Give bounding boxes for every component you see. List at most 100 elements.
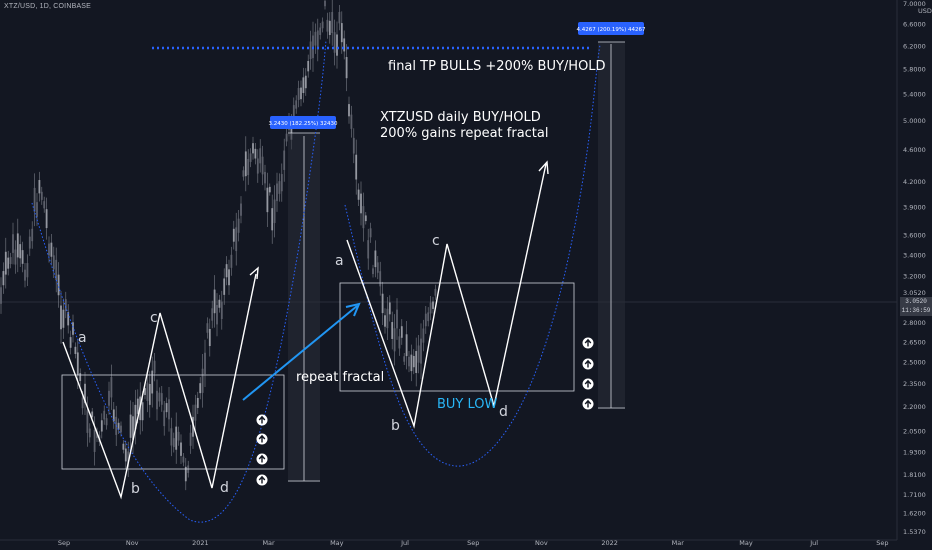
candle-body <box>48 243 50 256</box>
candle-body <box>237 218 240 233</box>
candle-body <box>408 356 410 367</box>
up-arrow-icon <box>584 379 592 388</box>
last-price-tag: 3.0520 11:36:59 <box>900 297 932 316</box>
price-tick-label: 4.6000 <box>903 146 926 154</box>
candle-body <box>72 322 74 335</box>
candle-body <box>216 304 218 325</box>
price-tick-label: 1.9300 <box>903 449 926 457</box>
candle-body <box>261 156 264 175</box>
candle-body <box>247 158 250 176</box>
candle-body <box>122 443 125 450</box>
candle-body <box>403 356 406 362</box>
main-annotation-line2: 200% gains repeat fractal <box>380 126 549 141</box>
candle-body <box>163 410 166 427</box>
symbol-title: XTZ/USD, 1D, COINBASE <box>4 3 92 10</box>
wave-label-b-right: b <box>391 418 400 434</box>
candle-body <box>276 183 278 202</box>
candle-body <box>189 432 192 446</box>
candle-body <box>400 326 403 338</box>
candle-body <box>117 422 120 430</box>
candle-body <box>19 244 22 259</box>
candle-body <box>321 21 324 29</box>
candle-body <box>336 34 338 56</box>
candle-body <box>180 442 182 456</box>
price-tick-label: 5.4000 <box>903 90 926 98</box>
candle-body <box>427 312 430 322</box>
candle-body <box>386 308 389 329</box>
candle-body <box>309 41 312 60</box>
candle-body <box>343 38 346 52</box>
candle-body <box>225 264 228 278</box>
candle-body <box>292 105 295 118</box>
candle-body <box>132 416 134 440</box>
candle-body <box>67 312 70 326</box>
candle-body <box>7 257 10 269</box>
candle-body <box>103 410 106 420</box>
candle-body <box>57 274 60 296</box>
candle-body <box>43 201 46 209</box>
candle-body <box>396 309 398 329</box>
candle-body <box>4 251 7 275</box>
candle-body <box>88 428 91 438</box>
candle-body <box>12 234 14 253</box>
price-tick-label: 1.6200 <box>903 510 926 518</box>
candle-body <box>278 181 281 194</box>
candle-body <box>45 209 48 229</box>
wave-label-d-right: d <box>499 404 508 420</box>
currency-label: USD <box>918 7 932 15</box>
candle-body <box>266 187 269 213</box>
candle-body <box>345 57 348 79</box>
measure-badge-2-text: 4.4267 (200.19%) 44267 <box>577 27 647 33</box>
candle-body <box>74 346 77 354</box>
candle-body <box>304 75 307 89</box>
candle-body <box>112 409 115 422</box>
candle-body <box>264 171 266 184</box>
price-axis[interactable]: 7.0000 6.6000 6.2000 5.8000 5.4000 5.0000 4.60… <box>903 0 932 536</box>
candle-body <box>28 236 31 249</box>
candle-body <box>151 370 154 394</box>
candle-body <box>62 309 65 328</box>
candle-body <box>36 202 38 217</box>
candle-body <box>175 426 178 450</box>
candle-body <box>14 249 17 265</box>
price-tick-label: 6.2000 <box>903 42 926 50</box>
time-tick-label: Nov <box>126 539 139 547</box>
candle-body <box>55 259 58 280</box>
candle-body <box>184 466 187 482</box>
candle-body <box>64 299 67 311</box>
candle-body <box>420 338 422 364</box>
candle-body <box>50 242 53 257</box>
time-tick-label: Sep <box>876 539 888 547</box>
bar-countdown: 11:36:59 <box>901 307 931 314</box>
candle-body <box>110 377 113 398</box>
candle-body <box>170 428 173 446</box>
candles-group <box>0 0 437 491</box>
up-arrow-icon <box>258 415 266 424</box>
candle-body <box>381 293 384 314</box>
candle-body <box>69 337 72 348</box>
candle-body <box>16 233 19 258</box>
time-axis[interactable]: Sep Nov 2021 Mar May Jul Sep Nov 2022 Mar May Jul Se… <box>58 539 889 547</box>
time-tick-label: 2022 <box>601 539 618 547</box>
candle-body <box>108 390 110 406</box>
wave-label-d-left: d <box>220 480 229 496</box>
candle-body <box>232 228 235 242</box>
candle-body <box>124 448 127 462</box>
candle-body <box>417 345 420 363</box>
price-tick-label: 1.8100 <box>903 471 926 479</box>
candle-body <box>218 299 221 308</box>
candle-body <box>2 271 5 286</box>
candle-body <box>211 308 214 321</box>
candle-body <box>326 19 329 32</box>
candle-body <box>338 11 341 24</box>
candle-body <box>388 302 391 315</box>
candle-body <box>242 170 245 177</box>
last-price-value: 3.0520 <box>905 298 927 305</box>
candle-body <box>9 257 12 265</box>
candle-body <box>141 402 144 421</box>
candle-body <box>374 250 377 268</box>
candle-body <box>268 186 271 193</box>
candle-body <box>412 355 415 368</box>
candle-body <box>393 328 396 352</box>
